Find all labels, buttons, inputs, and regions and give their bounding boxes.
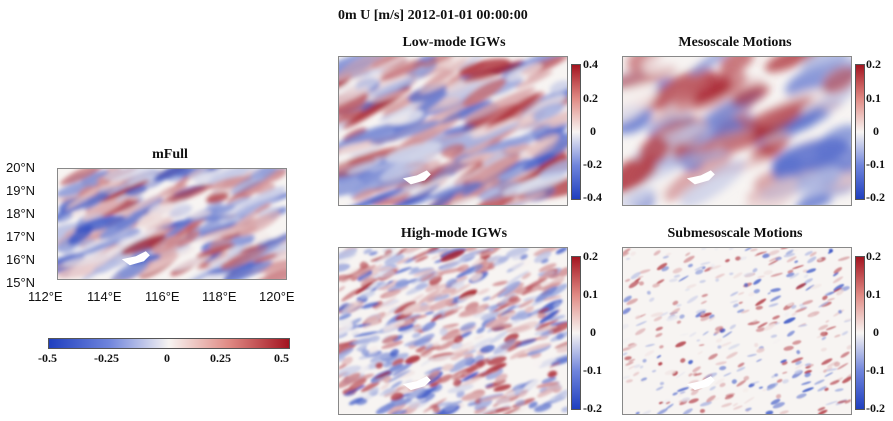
y-tick-18n: 18°N	[6, 206, 36, 221]
colorbar-tick: 0.2	[583, 249, 598, 263]
colorbar-low-mode	[571, 64, 581, 200]
colorbar-tick: -0.2	[866, 190, 885, 204]
island-shape	[686, 170, 715, 185]
colorbar-tick: 0	[873, 124, 879, 138]
heatmap-submesoscale	[622, 247, 852, 415]
colorbar-tick: -0.25	[94, 351, 119, 365]
field-texture	[58, 169, 286, 279]
y-tick-19n: 19°N	[6, 183, 36, 198]
y-tick-16n: 16°N	[6, 252, 36, 267]
panel-title-high-mode: High-mode IGWs	[400, 226, 508, 241]
colorbar-tick: 0	[590, 124, 596, 138]
colorbar-tick: 0.1	[866, 91, 881, 105]
colorbar-tick: 0.5	[274, 351, 289, 365]
colorbar-tick: 0.2	[866, 57, 881, 71]
y-tick-20n: 20°N	[6, 160, 36, 175]
panel-title-mesoscale: Mesoscale Motions	[678, 35, 792, 50]
colorbar-mfull	[48, 338, 290, 349]
field-texture	[623, 57, 851, 205]
colorbar-tick: 0.2	[583, 91, 598, 105]
colorbar-high-mode	[571, 256, 581, 410]
colorbar-tick: 0.2	[866, 249, 881, 263]
field-texture	[339, 57, 567, 205]
panel-title-submesoscale: Submesoscale Motions	[667, 226, 803, 241]
y-tick-17n: 17°N	[6, 229, 36, 244]
colorbar-tick: -0.2	[866, 401, 885, 415]
island-shape	[686, 376, 715, 391]
colorbar-tick: 0	[164, 351, 170, 365]
colorbar-tick: -0.1	[866, 363, 885, 377]
heatmap-mesoscale	[622, 56, 852, 206]
island-shape	[121, 251, 150, 266]
colorbar-tick: -0.5	[38, 351, 57, 365]
colorbar-tick: 0.1	[866, 287, 881, 301]
x-tick-116e: 116°E	[145, 289, 180, 304]
island-shape	[402, 376, 431, 391]
figure-suptitle: 0m U [m/s] 2012-01-01 00:00:00	[338, 8, 528, 23]
panel-title-low-mode: Low-mode IGWs	[402, 35, 506, 50]
colorbar-tick: 0.25	[210, 351, 231, 365]
island-shape	[402, 170, 431, 185]
colorbar-tick: 0.1	[583, 287, 598, 301]
heatmap-high-mode	[338, 247, 568, 415]
colorbar-tick: 0	[590, 325, 596, 339]
colorbar-tick: -0.4	[583, 190, 602, 204]
colorbar-tick: -0.2	[583, 401, 602, 415]
field-texture	[339, 248, 567, 414]
panel-title-mfull: mFull	[152, 147, 188, 162]
colorbar-tick: -0.1	[866, 157, 885, 171]
x-tick-120e: 120°E	[259, 289, 295, 304]
heatmap-mfull	[57, 168, 287, 280]
x-tick-114e: 114°E	[87, 289, 122, 304]
colorbar-tick: 0.4	[583, 57, 598, 71]
colorbar-submesoscale	[855, 256, 865, 410]
colorbar-tick: 0	[873, 325, 879, 339]
x-tick-112e: 112°E	[28, 289, 63, 304]
y-tick-15n: 15°N	[6, 275, 36, 290]
colorbar-tick: -0.2	[583, 157, 602, 171]
heatmap-low-mode	[338, 56, 568, 206]
x-tick-118e: 118°E	[202, 289, 237, 304]
field-texture	[623, 248, 851, 414]
colorbar-tick: -0.1	[583, 363, 602, 377]
colorbar-mesoscale	[855, 64, 865, 200]
